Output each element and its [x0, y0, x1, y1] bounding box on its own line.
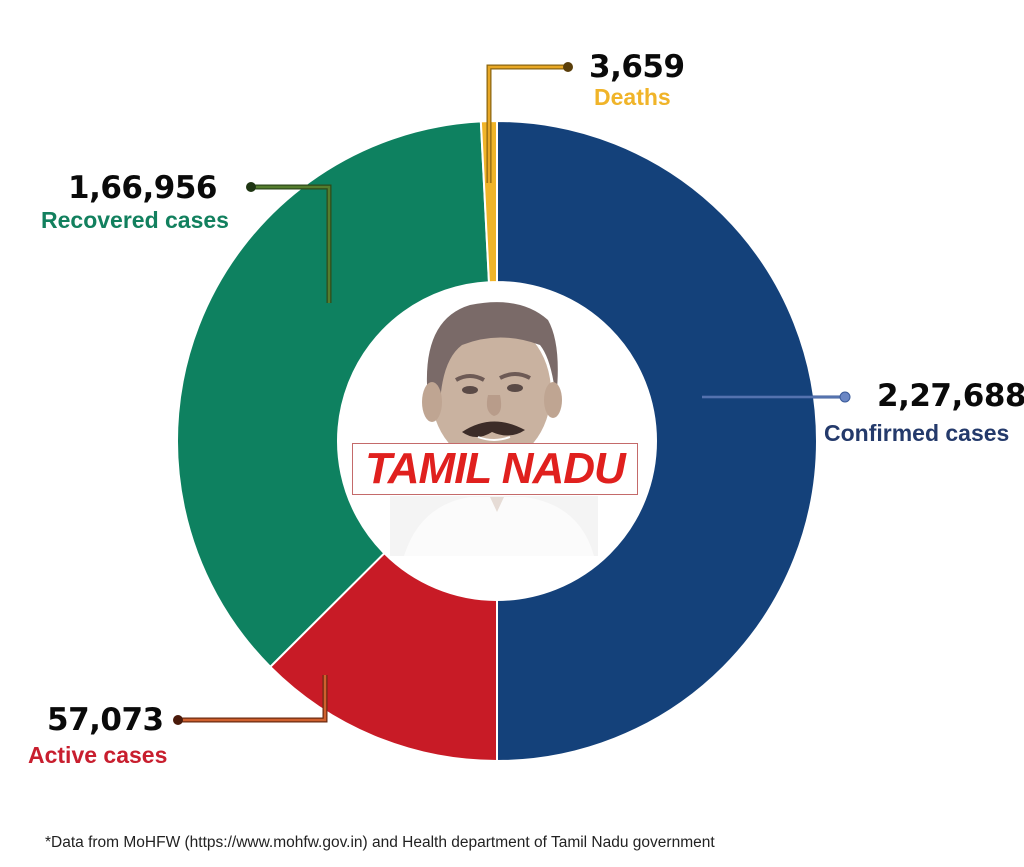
leader-recovered	[246, 182, 332, 303]
active-value: 57,073	[47, 702, 164, 738]
center-title-box: TAMIL NADU	[352, 443, 638, 495]
active-label: Active cases	[28, 742, 168, 768]
deaths-value: 3,659	[589, 49, 685, 85]
confirmed-value: 2,27,688	[877, 378, 1024, 414]
donut-slices	[176, 119, 818, 763]
recovered-value: 1,66,956	[68, 170, 217, 206]
confirmed-label: Confirmed cases	[824, 420, 1010, 446]
portrait-image	[390, 302, 598, 556]
leader-deaths	[486, 62, 573, 183]
recovered-label: Recovered cases	[41, 207, 229, 233]
center-title: TAMIL NADU	[365, 444, 626, 493]
source-footnote: *Data from MoHFW (https://www.mohfw.gov.…	[45, 834, 715, 851]
deaths-label: Deaths	[594, 84, 671, 110]
leader-confirmed	[702, 391, 851, 403]
leader-active	[173, 675, 328, 725]
